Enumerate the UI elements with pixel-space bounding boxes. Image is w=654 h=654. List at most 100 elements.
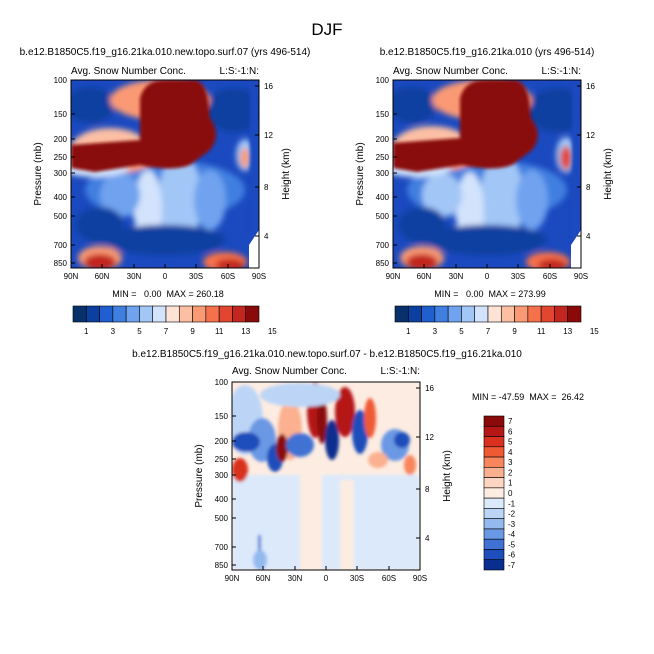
panel-left-xticks: 90N 60N 30N 0 30S 60S 90S: [64, 272, 266, 281]
field-core: [71, 80, 259, 240]
colorbar-swatch: [421, 305, 436, 323]
panel-diff-tickmarks: [232, 381, 420, 570]
x-tick-label: 60S: [382, 574, 396, 583]
colorbar-swatch: [178, 305, 193, 323]
colorbar-swatch: [483, 508, 505, 519]
colorbar-label: 11: [537, 327, 546, 336]
x-tick-label: 30N: [288, 574, 303, 583]
x-tick-label: 30S: [189, 272, 203, 281]
colorbar-label: 13: [241, 327, 250, 336]
y-tick-label: 300: [376, 169, 390, 178]
colorbar-swatch: [483, 436, 505, 448]
panel-right-stats: MIN = 0.00 MAX = 273.99: [434, 289, 546, 299]
panel-diff-yticks: 100 150 200 250 300 400 500 700 850: [215, 378, 229, 570]
y-tick-label: 500: [54, 212, 68, 221]
colorbar-label: -5: [508, 540, 516, 549]
y-tick-label: 500: [215, 514, 229, 523]
panel-right-level-label: L:S:-1:N:: [542, 66, 581, 77]
colorbar-swatch: [461, 305, 476, 323]
y-tick-label: 400: [54, 193, 68, 202]
panel-diff-field: [232, 382, 420, 570]
figure-title: DJF: [311, 20, 342, 39]
panel-left-level-label: L:S:-1:N:: [220, 66, 259, 77]
colorbar-swatch: [192, 305, 207, 323]
panel-right-title: b.e12.B1850C5.f19_g16.21ka.010 (yrs 496-…: [380, 47, 595, 58]
colorbar-swatch: [232, 305, 247, 323]
colorbar-swatch: [165, 305, 180, 323]
y-tick-label: 400: [376, 193, 390, 202]
x-tick-label: 60S: [221, 272, 235, 281]
panel-right-ylabel-right: Height (km): [603, 148, 614, 200]
y-tick-label: 200: [54, 135, 68, 144]
x-tick-label: 0: [485, 272, 490, 281]
colorbar-label: 0: [508, 489, 513, 498]
colorbar-swatch: [483, 425, 505, 437]
y-tick-label: 300: [54, 169, 68, 178]
height-tick-label: 8: [425, 485, 430, 494]
colorbar-label: 5: [508, 438, 513, 447]
x-tick-label: 60S: [543, 272, 557, 281]
panel-left-subtitle: Avg. Snow Number Conc.: [71, 66, 186, 77]
panel-right-colorbar: 1 3 5 7 9 11 13 15: [394, 305, 599, 336]
colorbar-swatch: [447, 305, 462, 323]
height-tick-label: 16: [425, 384, 434, 393]
colorbar-swatch: [245, 305, 260, 323]
y-tick-label: 700: [215, 543, 229, 552]
panel-left-right-axis: 16 12 8 4: [264, 82, 273, 241]
colorbar-label: 3: [508, 458, 513, 467]
height-tick-label: 4: [264, 232, 269, 241]
panel-diff-stats: MIN = -47.59 MAX = 26.42: [472, 392, 584, 402]
colorbar-swatch: [483, 456, 505, 468]
colorbar-label: -3: [508, 520, 516, 529]
colorbar-swatch: [483, 538, 505, 550]
height-tick-label: 8: [264, 183, 269, 192]
colorbar-label: 4: [508, 448, 513, 457]
height-tick-label: 12: [264, 131, 273, 140]
panel-diff: b.e12.B1850C5.f19_g16.21ka.010.new.topo.…: [132, 349, 584, 583]
colorbar-label: -6: [508, 551, 516, 560]
colorbar-label: 11: [215, 327, 224, 336]
colorbar-swatch: [72, 305, 87, 323]
colorbar-swatch: [112, 305, 127, 323]
y-tick-label: 100: [54, 76, 68, 85]
colorbar-label: 9: [512, 327, 517, 336]
x-tick-label: 90S: [574, 272, 588, 281]
colorbar-label: 9: [190, 327, 195, 336]
x-tick-label: 30S: [511, 272, 525, 281]
y-tick-label: 250: [215, 455, 229, 464]
panel-left-title: b.e12.B1850C5.f19_g16.21ka.010.new.topo.…: [20, 47, 311, 58]
x-tick-label: 30S: [350, 574, 364, 583]
colorbar-label: 2: [508, 468, 513, 477]
colorbar-label: 15: [590, 327, 599, 336]
colorbar-label: -1: [508, 499, 516, 508]
x-tick-label: 90N: [225, 574, 240, 583]
colorbar-swatch: [85, 305, 100, 323]
colorbar-swatch: [125, 305, 140, 323]
panel-left-ylabel: Pressure (mb): [33, 142, 44, 205]
x-tick-label: 90N: [64, 272, 79, 281]
panel-diff-subtitle: Avg. Snow Number Conc.: [232, 366, 347, 377]
panel-left-field: [71, 80, 259, 268]
panel-right-yticks: 100 150 200 250 300 400 500 700 850: [376, 76, 390, 268]
colorbar-label: 7: [508, 417, 513, 426]
colorbar-label: 5: [137, 327, 142, 336]
panel-left-yticks: 100 150 200 250 300 400 500 700 850: [54, 76, 68, 268]
panel-diff-title: b.e12.B1850C5.f19_g16.21ka.010.new.topo.…: [132, 349, 522, 360]
panel-left-tickmarks: [71, 79, 259, 268]
colorbar-swatch: [483, 528, 505, 540]
colorbar-swatch: [407, 305, 422, 323]
colorbar-swatch: [434, 305, 449, 323]
panel-right-xticks: 90N 60N 30N 0 30S 60S 90S: [386, 272, 588, 281]
colorbar-swatch: [483, 415, 505, 427]
y-tick-label: 850: [376, 259, 390, 268]
colorbar-label: 13: [563, 327, 572, 336]
colorbar-label: 3: [111, 327, 116, 336]
y-tick-label: 100: [376, 76, 390, 85]
field-blobs: [232, 382, 420, 570]
x-tick-label: 0: [163, 272, 168, 281]
panel-diff-level-label: L:S:-1:N:: [381, 366, 420, 377]
colorbar-swatch: [540, 305, 555, 323]
colorbar-label: 3: [433, 327, 438, 336]
